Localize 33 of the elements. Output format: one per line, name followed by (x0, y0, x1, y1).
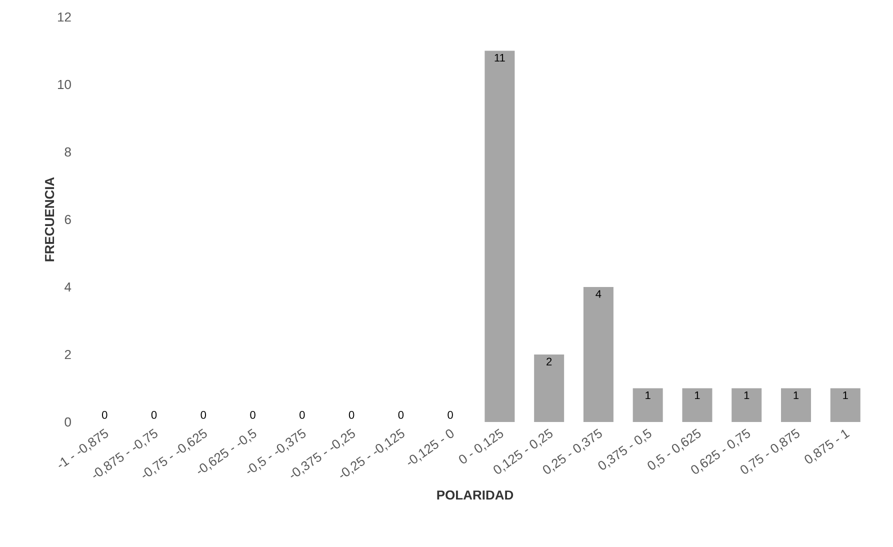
data-label: 11 (494, 54, 505, 62)
y-tick-label: 6 (64, 214, 71, 224)
bar (484, 50, 515, 422)
data-label: 1 (744, 391, 750, 400)
data-label: 0 (448, 411, 453, 419)
data-label: 0 (398, 411, 404, 419)
x-axis-title: POLARIDAD (437, 490, 514, 500)
bar (682, 388, 712, 422)
data-label: 0 (151, 411, 157, 419)
bar (732, 388, 762, 422)
y-tick-label: 0 (64, 417, 71, 427)
data-label: 0 (250, 411, 256, 419)
bar (534, 354, 564, 422)
data-label: 4 (596, 290, 602, 298)
bar (583, 287, 614, 422)
y-tick-label: 4 (64, 282, 72, 292)
y-tick-label: 8 (64, 147, 71, 157)
y-axis-title: FRECUENCIA (44, 177, 54, 262)
y-tick-label: 12 (58, 12, 71, 22)
data-label: 0 (102, 411, 108, 419)
data-label: 1 (695, 391, 700, 400)
data-label: 0 (200, 411, 206, 419)
bar (632, 388, 663, 422)
data-label: 0 (300, 411, 305, 419)
data-label: 1 (646, 391, 650, 400)
data-label: 2 (546, 358, 552, 366)
y-tick-label: 10 (58, 80, 71, 90)
data-label: 0 (348, 411, 354, 419)
data-label: 1 (794, 391, 799, 400)
bar (830, 388, 860, 422)
y-tick-label: 2 (64, 350, 71, 360)
bar (780, 388, 811, 422)
data-label: 1 (843, 391, 848, 400)
